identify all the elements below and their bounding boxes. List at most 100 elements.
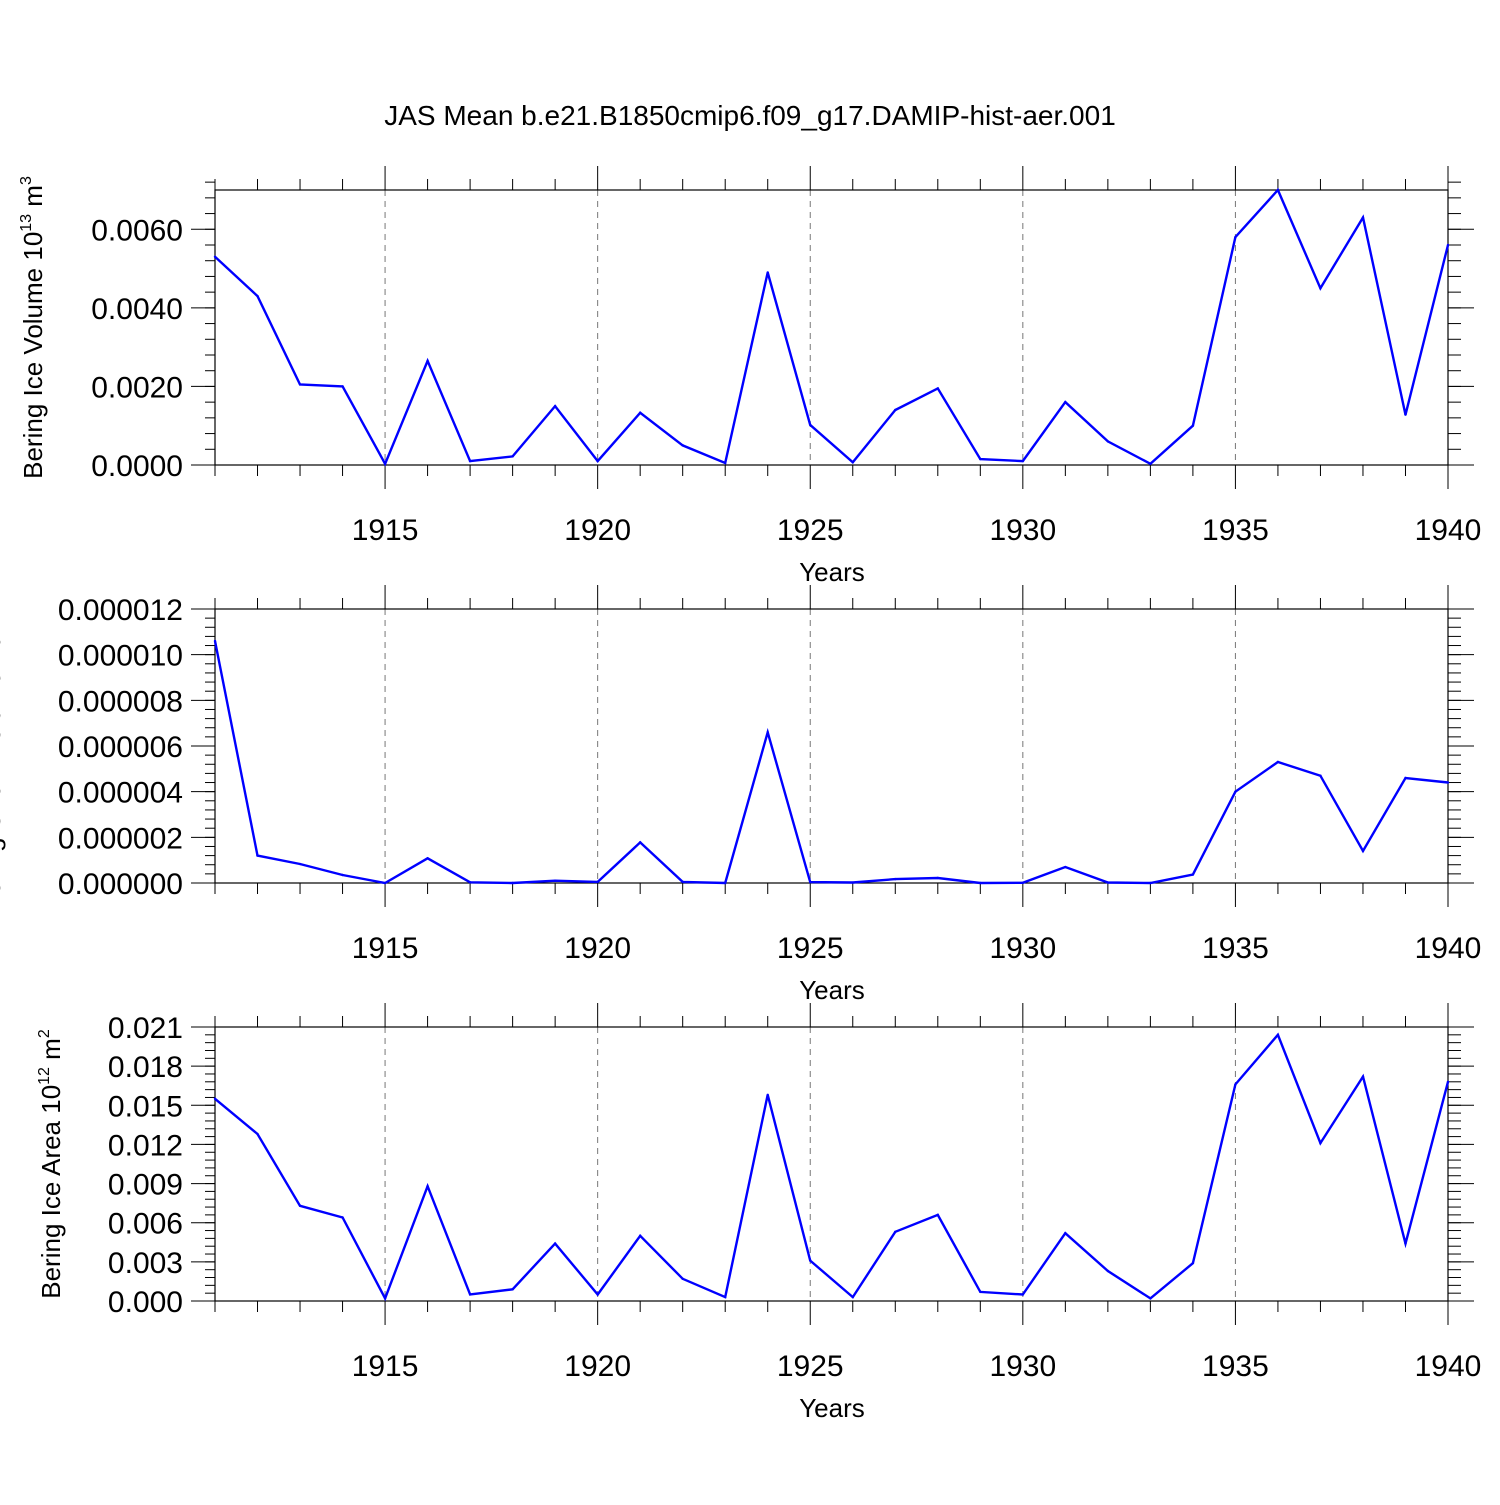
series-line (214, 1032, 1450, 1302)
y-axis-label: Bering Ice Volume 1013 m3 (18, 176, 48, 479)
data-point (341, 385, 344, 388)
data-point (894, 1230, 897, 1234)
x-tick-label: 1935 (1202, 514, 1269, 547)
y-tick-label: 0.009 (108, 1169, 183, 1202)
data-point (1021, 881, 1025, 884)
data-point (1106, 1269, 1110, 1273)
data-point (1064, 865, 1067, 869)
data-point (596, 880, 599, 884)
data-point (979, 881, 982, 885)
data-point (256, 1132, 259, 1136)
x-tick-label: 1915 (352, 514, 419, 547)
data-point (851, 1295, 854, 1299)
data-point (638, 1234, 642, 1237)
data-point (766, 271, 769, 274)
data-point (511, 455, 514, 458)
data-point (851, 881, 854, 884)
y-tick-label: 0.021 (108, 1012, 183, 1045)
x-tick-label: 1925 (777, 514, 844, 547)
y-tick-label: 0.000008 (58, 685, 183, 718)
plot-frame (214, 608, 1449, 884)
x-tick-label: 1930 (989, 514, 1056, 547)
data-point (468, 881, 472, 884)
x-tick-label: 1915 (352, 932, 419, 965)
plot-frame (214, 1026, 1449, 1302)
y-tick-label: 0.0020 (91, 371, 183, 404)
data-point (298, 383, 302, 386)
data-point (1106, 881, 1110, 884)
x-tick-label: 1920 (564, 514, 631, 547)
data-point (256, 854, 259, 857)
data-point (1106, 440, 1110, 443)
data-point (213, 1097, 217, 1100)
data-point (766, 731, 769, 734)
data-point (1276, 188, 1280, 192)
data-point (1404, 413, 1407, 416)
data-point (936, 876, 939, 880)
data-point (1361, 849, 1365, 853)
data-point (553, 879, 557, 882)
x-tick-label: 1940 (1415, 1350, 1482, 1383)
data-point (1234, 1083, 1237, 1086)
data-point (809, 880, 812, 884)
data-point (468, 459, 472, 463)
x-tick-label: 1920 (564, 1350, 631, 1383)
x-tick-label: 1940 (1415, 932, 1482, 965)
y-tick-label: 0.000010 (58, 640, 183, 673)
data-point (638, 411, 642, 414)
y-tick-label: 0.006 (108, 1208, 183, 1241)
data-point (596, 459, 599, 463)
data-point (383, 881, 387, 885)
data-point (1234, 790, 1237, 793)
y-tick-label: 0.000012 (58, 594, 183, 627)
y-axis-label: Bering Snow Volume 1013 m3 (0, 579, 6, 912)
data-point (341, 873, 344, 877)
x-axis-label: Years (799, 1393, 865, 1423)
y-tick-label: 0.000 (108, 1286, 183, 1319)
data-point (681, 880, 684, 884)
data-point (1361, 216, 1365, 219)
data-point (809, 1259, 812, 1262)
data-point (511, 1288, 514, 1291)
data-point (936, 387, 939, 390)
data-point (213, 639, 217, 643)
data-point (1404, 1242, 1407, 1245)
x-tick-label: 1925 (777, 1350, 844, 1383)
data-point (426, 359, 429, 363)
data-point (936, 1213, 939, 1217)
figure-title: JAS Mean b.e21.B1850cmip6.f09_g17.DAMIP-… (384, 100, 1116, 131)
data-point (894, 877, 897, 881)
data-point (724, 1295, 727, 1299)
x-tick-label: 1925 (777, 932, 844, 965)
data-point (1446, 1080, 1450, 1084)
data-point (553, 404, 557, 408)
y-tick-label: 0.000000 (58, 868, 183, 901)
data-point (1234, 235, 1237, 239)
data-point (1191, 424, 1195, 427)
data-point (1149, 1297, 1152, 1300)
data-point (851, 461, 854, 464)
plot-frame (214, 189, 1449, 466)
data-point (979, 1290, 982, 1294)
data-point (298, 1204, 302, 1207)
data-point (1319, 774, 1322, 777)
data-point (1276, 1033, 1280, 1037)
x-tick-label: 1920 (564, 932, 631, 965)
data-point (1361, 1075, 1365, 1078)
y-axis-label: Bering Ice Area 1012 m2 (36, 1029, 66, 1299)
data-point (1021, 1293, 1025, 1296)
data-point (1404, 776, 1407, 780)
data-point (1191, 1261, 1195, 1265)
panel-2: 0.000000 0.000002 0.000004 0.000006 0.000008… (0, 579, 1482, 1005)
panel-3: 0.000 0.003 0.006 0.009 0.012 0.015 0.018 0.021… (36, 1003, 1481, 1423)
data-point (1021, 459, 1025, 463)
data-point (724, 881, 727, 885)
data-point (681, 1277, 684, 1281)
data-point (256, 294, 259, 298)
data-point (1319, 287, 1322, 290)
data-point (596, 1293, 599, 1296)
data-point (1064, 400, 1067, 404)
data-point (1149, 462, 1152, 466)
